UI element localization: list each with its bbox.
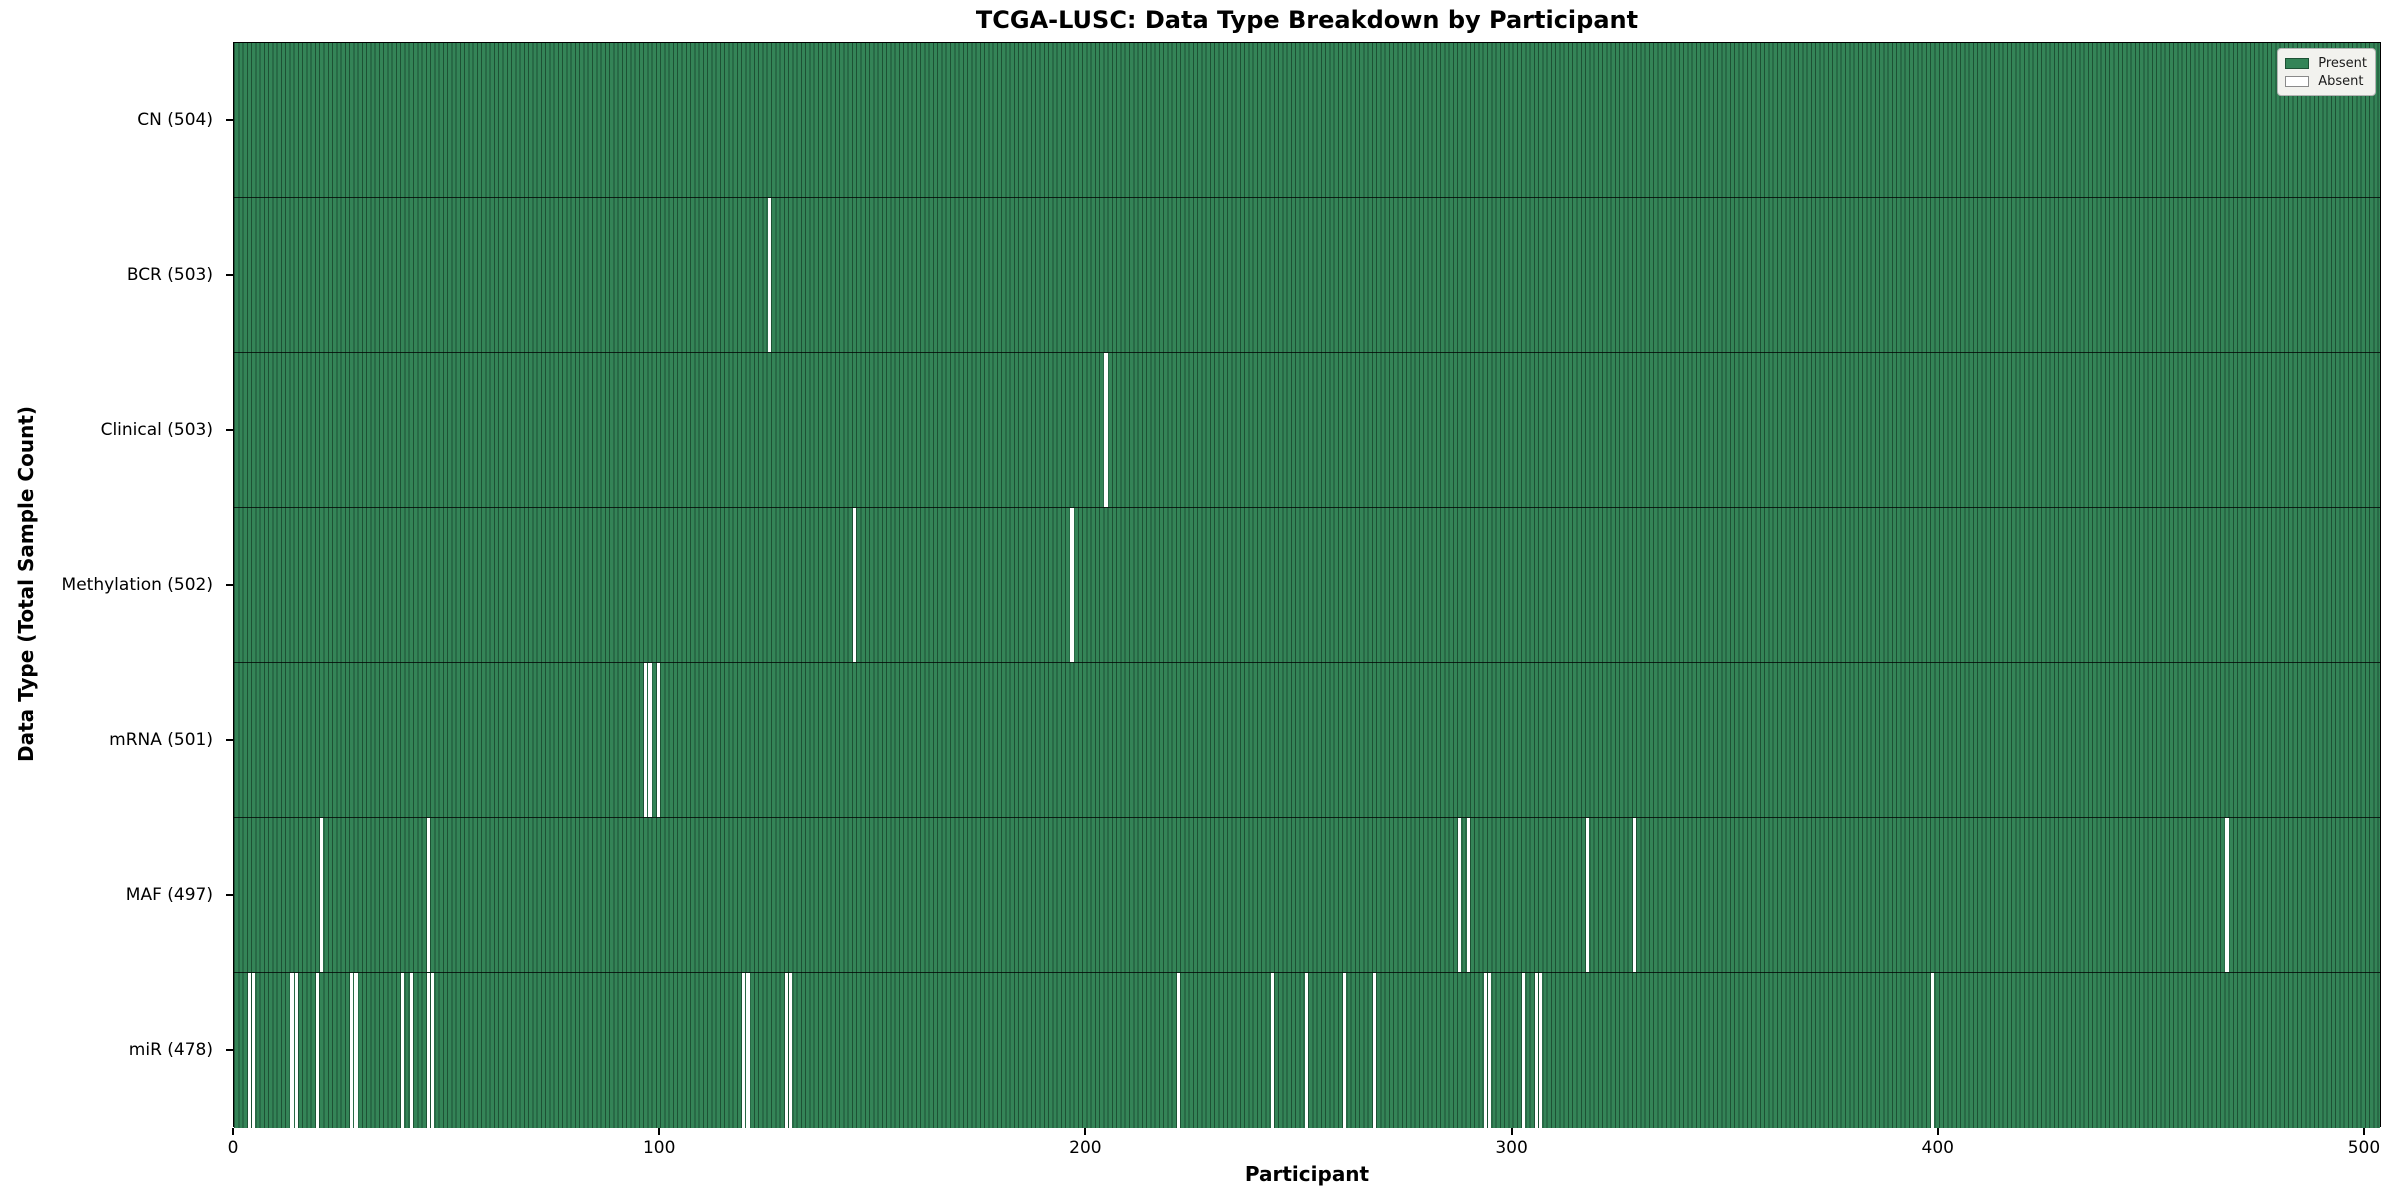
legend-entry-absent: Absent (2285, 72, 2367, 90)
absent-bar (409, 973, 413, 1128)
absent-bar (1931, 973, 1935, 1128)
x-tick-label: 0 (227, 1138, 239, 1158)
x-tick-mark (232, 1128, 234, 1135)
absent-bar (656, 663, 661, 817)
absent-bar (742, 973, 746, 1128)
y-tick-label: CN (504) (137, 109, 213, 130)
y-tick-label: mRNA (501) (109, 729, 213, 750)
y-tick-mark (226, 1048, 233, 1051)
absent-bar (431, 973, 435, 1128)
x-tick-label: 100 (642, 1138, 676, 1158)
absent-bar (1304, 973, 1308, 1128)
y-tick-mark (226, 428, 233, 431)
absent-bar (315, 973, 320, 1128)
absent-bar (401, 973, 405, 1128)
absent-bar (1343, 973, 1347, 1128)
absent-bar (746, 973, 750, 1128)
legend-absent-label: Absent (2318, 73, 2364, 89)
absent-bar (852, 508, 857, 662)
heatmap-row-mir (234, 973, 2380, 1128)
x-axis-title: Participant (1244, 1162, 1370, 1186)
absent-bar (320, 818, 324, 972)
y-tick-label: Methylation (502) (61, 574, 213, 595)
heatmap-row-methylation (234, 508, 2380, 663)
absent-bar (644, 663, 648, 817)
x-tick-mark (2362, 1128, 2365, 1135)
absent-bar (354, 973, 358, 1128)
absent-bar (247, 973, 252, 1128)
legend: Present Absent (2277, 48, 2376, 96)
absent-bar (648, 663, 652, 817)
absent-bar (2225, 818, 2229, 972)
heatmap-row-clinical (234, 353, 2380, 508)
y-axis-title: Data Type (Total Sample Count) (14, 405, 38, 763)
absent-bar (1104, 353, 1108, 507)
absent-bar (784, 973, 789, 1128)
x-tick-mark (1936, 1128, 1939, 1135)
absent-bar (1586, 818, 1590, 972)
chart-title: TCGA-LUSC: Data Type Breakdown by Partic… (975, 6, 1639, 34)
absent-bar (294, 973, 298, 1128)
x-tick-label: 300 (1495, 1138, 1528, 1158)
y-tick-mark (226, 583, 233, 586)
y-tick-label: miR (478) (128, 1039, 213, 1060)
absent-bar (1483, 973, 1487, 1128)
absent-bar (1466, 818, 1470, 972)
absent-bar (426, 973, 431, 1128)
absent-swatch-icon (2285, 75, 2310, 87)
absent-bar (1539, 973, 1543, 1128)
heatmap-row-mrna (234, 663, 2380, 818)
absent-bar (350, 973, 354, 1128)
x-tick-mark (1084, 1128, 1087, 1135)
y-tick-mark (226, 738, 233, 741)
y-tick-label: MAF (497) (125, 884, 213, 905)
absent-bar (1522, 973, 1526, 1128)
absent-bar (252, 973, 256, 1128)
present-swatch-icon (2285, 57, 2310, 69)
x-tick-label: 500 (2347, 1138, 2381, 1158)
absent-bar (426, 818, 431, 972)
y-tick-mark (226, 893, 233, 896)
absent-bar (290, 973, 294, 1128)
plot-area: Present Absent (233, 42, 2381, 1128)
y-tick-mark (226, 118, 233, 121)
y-tick-label: BCR (503) (126, 264, 213, 285)
absent-bar (767, 198, 771, 352)
absent-bar (1372, 973, 1377, 1128)
y-tick-label: Clinical (503) (100, 419, 213, 440)
x-tick-mark (1510, 1128, 1513, 1135)
heatmap-row-bcr (234, 198, 2380, 353)
y-tick-mark (226, 273, 233, 276)
x-tick-label: 200 (1069, 1138, 1102, 1158)
legend-present-label: Present (2318, 55, 2367, 71)
x-tick-label: 400 (1921, 1138, 1954, 1158)
absent-bar (1632, 818, 1637, 972)
absent-bar (1458, 818, 1462, 972)
absent-bar (1534, 973, 1539, 1128)
absent-bar (1270, 973, 1274, 1128)
legend-entry-present: Present (2285, 54, 2367, 72)
heatmap-row-maf (234, 818, 2380, 973)
x-tick-mark (658, 1128, 661, 1135)
absent-bar (789, 973, 793, 1128)
absent-bar (1176, 973, 1181, 1128)
absent-bar (1488, 973, 1492, 1128)
absent-bar (1070, 508, 1074, 662)
heatmap-row-cn (234, 43, 2380, 198)
